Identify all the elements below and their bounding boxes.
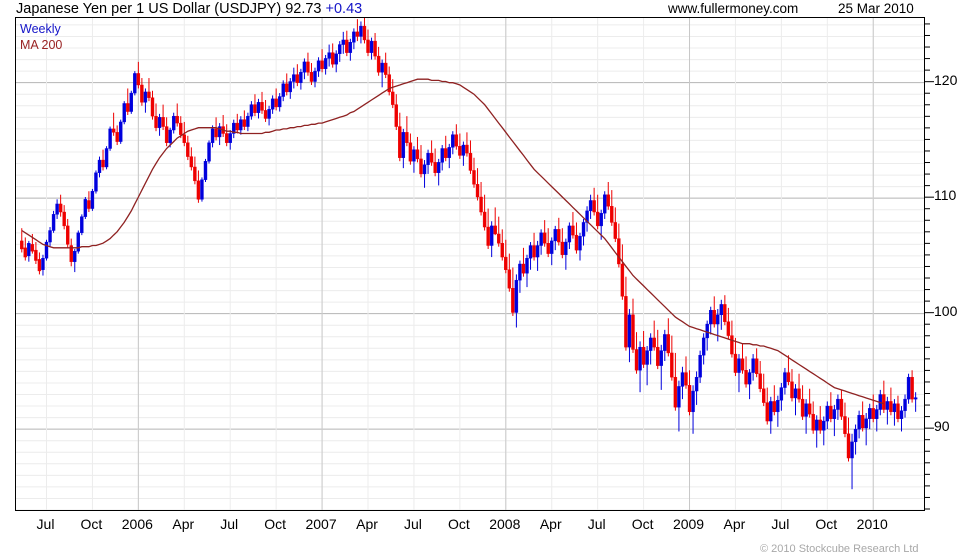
x-axis-tick-label: 2008 [489,516,521,532]
x-axis-tick-label: Oct [264,516,287,532]
y-axis-tick-label: 110 [934,187,957,204]
x-axis-tick-label: Jul [36,516,55,532]
legend-ma-label: MA 200 [20,38,63,52]
x-axis-tick-label: Oct [631,516,654,532]
x-axis-tick-label: Apr [723,516,746,532]
page-title: Japanese Yen per 1 US Dollar (USDJPY) 92… [16,1,362,17]
x-axis-tick-label: Jul [220,516,239,532]
x-axis-tick-label: Apr [356,516,378,532]
candlestick-canvas [16,18,924,510]
x-axis-tick-label: 2009 [672,516,705,532]
website-label: www.fullermoney.com [668,1,799,16]
x-axis-tick-label: 2006 [121,516,153,532]
legend-series-label: Weekly [20,22,61,36]
chart-header: Japanese Yen per 1 US Dollar (USDJPY) 92… [0,0,980,18]
price-change: +0.43 [325,1,363,17]
y-axis-ticks [925,23,934,510]
x-axis-tick-label: Oct [815,516,838,532]
x-axis-tick-label: Oct [80,516,103,532]
instrument-title: Japanese Yen per 1 US Dollar (USDJPY) 92… [16,1,322,17]
x-axis-tick-label: Apr [172,516,195,532]
x-axis-tick-label: 2007 [305,516,337,532]
y-axis-tick-label: 90 [934,418,950,435]
x-axis-tick-label: 2010 [856,516,888,532]
x-axis-tick-label: Jul [403,516,422,532]
y-axis-tick-label: 100 [934,302,958,319]
x-axis-tick-label: Jul [587,516,606,532]
x-axis-tick-label: Oct [447,516,470,532]
x-axis-tick-label: Apr [539,516,562,532]
copyright-notice: © 2010 Stockcube Research Ltd [760,543,919,555]
plot-area [15,17,925,511]
chart-date: 25 Mar 2010 [838,1,914,16]
x-axis-tick-label: Jul [771,516,790,532]
y-axis-tick-label: 120 [934,71,958,88]
